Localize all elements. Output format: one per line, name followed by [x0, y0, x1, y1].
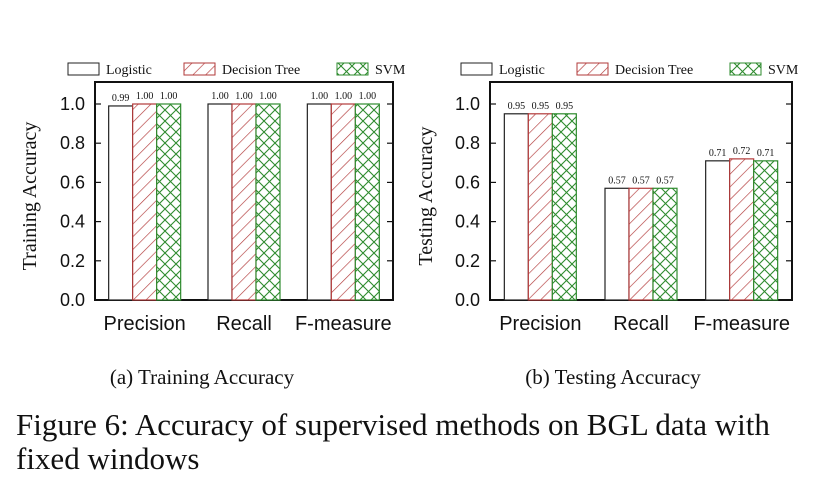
- bar-value-label: 0.71: [757, 148, 775, 159]
- y-tick-label: 0.6: [455, 172, 480, 192]
- y-tick-label: 0.2: [60, 251, 85, 271]
- bar-value-label: 1.00: [311, 91, 329, 102]
- x-category-label: F-measure: [693, 313, 790, 335]
- bar-value-label: 1.00: [235, 91, 253, 102]
- bar-diagonal-0: [132, 103, 158, 301]
- legend-label-0: Logistic: [499, 63, 545, 78]
- bar-diagonal-1: [231, 103, 257, 301]
- legend-label-1: Decision Tree: [615, 63, 693, 78]
- bar-none-2: [306, 103, 332, 301]
- testing-accuracy-chart: Logistic Decision Tree SVM 0.0 0.2 0.4 0.6 0.8 1…: [415, 62, 799, 389]
- bar-value-label: 0.71: [709, 148, 727, 159]
- y-tick-label: 1.0: [60, 94, 85, 114]
- legend-label-1: Decision Tree: [222, 63, 300, 78]
- y-tick-label: 0.8: [60, 133, 85, 153]
- bar-diagonal-2: [330, 103, 356, 301]
- legend-label-2: SVM: [375, 63, 406, 78]
- y-tick-label: 0.0: [60, 290, 85, 310]
- figure-caption-line-2: fixed windows: [16, 441, 200, 476]
- y-tick-label: 0.4: [455, 212, 480, 232]
- y-tick-label: 0.0: [455, 290, 480, 310]
- bar-none-1: [207, 103, 233, 301]
- bar-crosshatch-0: [156, 103, 182, 301]
- legend-swatch-0: [460, 62, 493, 76]
- bar-diagonal-2: [729, 158, 755, 301]
- bar-value-label: 1.00: [211, 91, 229, 102]
- bar-none-0: [108, 105, 134, 301]
- bar-value-label: 0.57: [656, 175, 674, 186]
- y-tick-label: 0.6: [60, 172, 85, 192]
- legend-label-2: SVM: [768, 63, 799, 78]
- bar-value-label: 1.00: [136, 91, 154, 102]
- bar-crosshatch-2: [753, 160, 779, 301]
- bar-none-2: [705, 160, 731, 301]
- x-category-label: Precision: [499, 313, 581, 335]
- legend-swatch-0: [67, 62, 100, 76]
- bar-value-label: 0.72: [733, 146, 751, 157]
- bar-value-label: 0.99: [112, 93, 130, 104]
- y-tick-label: 0.2: [455, 251, 480, 271]
- y-tick-label: 0.4: [60, 212, 85, 232]
- legend-swatch-2: [336, 62, 369, 76]
- legend-swatch-1: [183, 62, 216, 76]
- bar-value-label: 1.00: [359, 91, 377, 102]
- bar-value-label: 1.00: [335, 91, 353, 102]
- subcaption: (b) Testing Accuracy: [525, 365, 701, 389]
- bar-value-label: 1.00: [160, 91, 178, 102]
- legend-swatch-1: [576, 62, 609, 76]
- bar-value-label: 0.95: [508, 101, 526, 112]
- bar-crosshatch-1: [652, 187, 678, 301]
- bar-value-label: 0.95: [532, 101, 550, 112]
- x-category-label: F-measure: [295, 313, 392, 335]
- x-category-label: Recall: [613, 313, 669, 335]
- bar-value-label: 0.57: [632, 175, 650, 186]
- bar-value-label: 0.95: [556, 101, 574, 112]
- training-accuracy-chart: Logistic Decision Tree SVM 0.0 0.2 0.4 0.6 0.8 1…: [19, 62, 406, 389]
- bar-none-0: [503, 113, 529, 301]
- bar-diagonal-1: [628, 187, 654, 301]
- bar-value-label: 0.57: [608, 175, 626, 186]
- figure-caption-line-1: Figure 6: Accuracy of supervised methods…: [16, 407, 770, 442]
- bar-value-label: 1.00: [259, 91, 277, 102]
- legend-label-0: Logistic: [106, 63, 152, 78]
- y-axis-label: Testing Accuracy: [415, 126, 437, 265]
- legend-swatch-2: [729, 62, 762, 76]
- y-tick-label: 1.0: [455, 94, 480, 114]
- bar-crosshatch-1: [255, 103, 281, 301]
- y-axis-label: Training Accuracy: [19, 122, 41, 271]
- subcaption: (a) Training Accuracy: [110, 365, 295, 389]
- bar-crosshatch-2: [354, 103, 380, 301]
- x-category-label: Recall: [216, 313, 272, 335]
- x-category-label: Precision: [104, 313, 186, 335]
- y-tick-label: 0.8: [455, 133, 480, 153]
- bar-crosshatch-0: [551, 113, 577, 301]
- bar-none-1: [604, 187, 630, 301]
- bar-diagonal-0: [527, 113, 553, 301]
